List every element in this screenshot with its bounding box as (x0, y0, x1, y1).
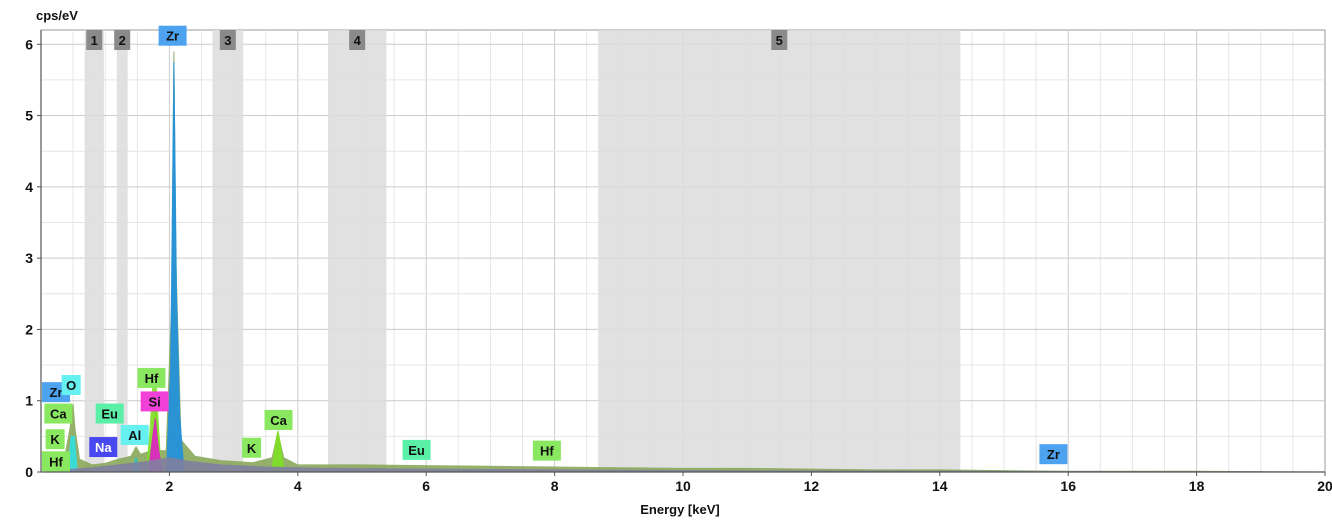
roi-label-box (771, 30, 788, 50)
y-tick-label: 4 (25, 179, 33, 195)
element-label: Zr (50, 385, 63, 400)
element-label-box (89, 437, 118, 458)
element-label-box (264, 409, 293, 430)
element-label-box (61, 375, 81, 396)
x-tick-label: 12 (804, 478, 820, 494)
element-label: Ca (270, 413, 287, 428)
roi-label-box (349, 30, 366, 50)
element-label-box (532, 440, 561, 461)
element-label: Eu (408, 443, 425, 458)
y-tick-label: 1 (25, 393, 33, 409)
y-tick-label: 6 (25, 36, 33, 52)
x-tick-label: 16 (1060, 478, 1076, 494)
element-label: Hf (540, 444, 554, 459)
roi-label: 2 (119, 33, 126, 48)
element-label: K (247, 441, 257, 456)
roi-region (116, 30, 128, 472)
element-label: Ca (50, 407, 67, 422)
element-label: Eu (101, 407, 118, 422)
roi-label: 4 (354, 33, 362, 48)
element-label: Na (95, 440, 112, 455)
element-label: O (66, 378, 76, 393)
roi-label-box (114, 30, 131, 50)
x-tick-label: 2 (166, 478, 174, 494)
roi-region (327, 30, 387, 472)
element-label-box (140, 391, 169, 412)
y-tick-label: 0 (25, 464, 33, 480)
element-label: Hf (49, 454, 63, 469)
roi-region (212, 30, 244, 472)
y-tick-label: 2 (25, 321, 33, 337)
roi-label: 3 (224, 33, 231, 48)
roi-label: 1 (91, 33, 98, 48)
roi-region (84, 30, 104, 472)
y-tick-label: 3 (25, 250, 33, 266)
element-label-box (242, 437, 262, 458)
x-tick-label: 20 (1317, 478, 1332, 494)
x-tick-label: 4 (294, 478, 302, 494)
x-tick-label: 6 (422, 478, 430, 494)
element-label-box (402, 439, 431, 460)
element-label-box (1039, 444, 1068, 465)
element-label-box (44, 403, 73, 424)
element-label-box (158, 25, 187, 46)
roi-region (598, 30, 961, 472)
element-label: Zr (166, 29, 179, 44)
y-tick-label: 5 (25, 108, 33, 124)
x-tick-label: 18 (1189, 478, 1205, 494)
element-label-box (137, 367, 166, 388)
roi-label: 5 (776, 33, 783, 48)
element-label-box (45, 429, 65, 450)
element-label: K (50, 432, 60, 447)
element-label: Zr (1047, 447, 1060, 462)
spectrum-series (53, 457, 1326, 473)
x-tick-label: 8 (551, 478, 559, 494)
y-axis-title: cps/eV (36, 8, 78, 23)
element-label-box (42, 451, 70, 472)
x-axis-title: Energy [keV] (640, 502, 719, 517)
element-label-box (120, 424, 149, 445)
element-label: Hf (145, 371, 159, 386)
element-label: Si (148, 394, 160, 409)
roi-label-box (219, 30, 236, 50)
element-label: Al (128, 428, 141, 443)
x-tick-label: 14 (932, 478, 948, 494)
x-tick-label: 10 (675, 478, 691, 494)
element-label-box (95, 403, 124, 424)
roi-label-box (86, 30, 103, 50)
